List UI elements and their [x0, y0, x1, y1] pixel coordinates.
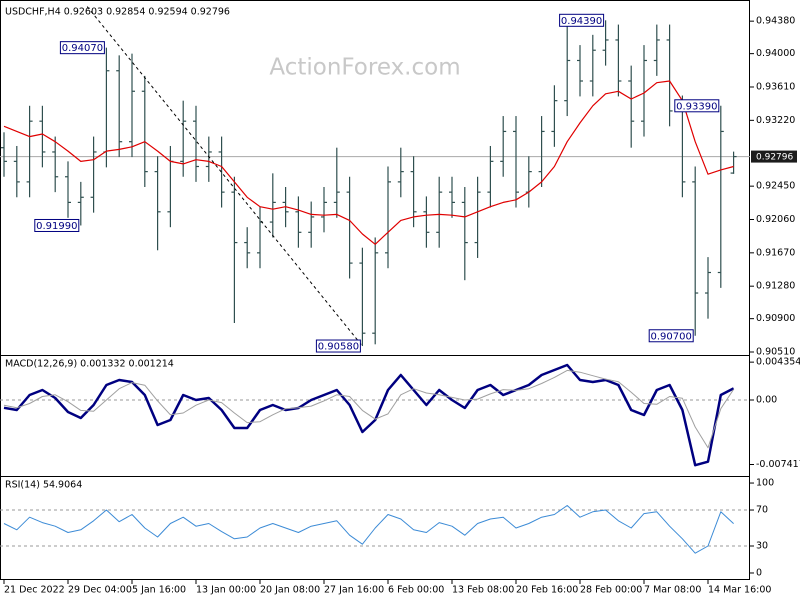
series-line	[3, 505, 734, 554]
y-tick-label: 0	[756, 567, 762, 578]
price-annotation-box	[674, 99, 720, 113]
y-tick-label: 70	[756, 505, 768, 516]
y-tick-label: 0.90900	[756, 313, 795, 324]
price-annotation: 0.90700	[651, 331, 692, 342]
price-annotation-box	[559, 13, 605, 27]
x-tick-label: 21 Dec 2022	[4, 585, 65, 596]
y-tick-label: 0.90510	[756, 347, 795, 358]
x-tick-label: 29 Dec 04:00	[68, 585, 132, 596]
x-tick-label: 6 Feb 00:00	[388, 585, 444, 596]
x-tick-label: 28 Feb 00:00	[580, 585, 642, 596]
price-annotation: 0.94070	[62, 43, 103, 54]
series-line	[3, 80, 734, 245]
x-tick-label: 20 Jan 08:00	[260, 585, 320, 596]
x-tick-label: 14 Mar 16:00	[708, 585, 771, 596]
y-tick-label: 100	[756, 478, 774, 489]
x-tick-label: 27 Jan 16:00	[324, 585, 384, 596]
y-tick-label: 0.92450	[756, 181, 795, 192]
last-price-box	[751, 150, 797, 163]
x-tick-label: 7 Mar 08:00	[644, 585, 701, 596]
y-tick-label: 0.91280	[756, 281, 795, 292]
y-tick-label: 0.004354	[756, 357, 800, 368]
price-annotation: 0.93390	[676, 101, 717, 112]
y-tick-label: 0.94000	[756, 48, 795, 59]
series-line	[3, 363, 735, 467]
price-annotation: 0.94390	[561, 16, 602, 27]
panel-title: MACD(12,26,9) 0.001332 0.001214	[5, 359, 174, 370]
series-line	[3, 369, 735, 449]
x-tick-label: 5 Jan 16:00	[132, 585, 186, 596]
y-tick-label: 30	[756, 541, 768, 552]
x-tick-label: 20 Feb 16:00	[516, 585, 578, 596]
trendline	[86, 6, 363, 347]
price-annotation: 0.90580	[318, 342, 359, 353]
watermark: ActionForex.com	[269, 55, 460, 81]
price-annotation-box	[315, 339, 361, 353]
last-price-label: 0.92796	[756, 153, 793, 163]
price-annotation-box	[34, 218, 80, 232]
y-tick-label: 0.93610	[756, 81, 795, 92]
price-annotation-box	[648, 329, 694, 343]
y-tick-label: 0.91670	[756, 247, 795, 258]
plot-frame	[0, 0, 750, 580]
panel-title: USDCHF,H4 0.92603 0.92854 0.92594 0.9279…	[5, 7, 230, 18]
y-tick-label: 0.94380	[756, 16, 795, 27]
price-annotation-box	[59, 41, 105, 55]
panel-title: RSI(14) 54.9064	[5, 480, 82, 491]
y-tick-label: 0.00	[756, 395, 777, 406]
x-tick-label: 13 Jan 00:00	[196, 585, 256, 596]
y-tick-label: 0.93220	[756, 115, 795, 126]
price-annotation: 0.91990	[36, 221, 77, 232]
y-tick-label: -0.007417	[756, 459, 800, 470]
x-tick-label: 13 Feb 08:00	[452, 585, 514, 596]
y-tick-label: 0.92060	[756, 214, 795, 225]
